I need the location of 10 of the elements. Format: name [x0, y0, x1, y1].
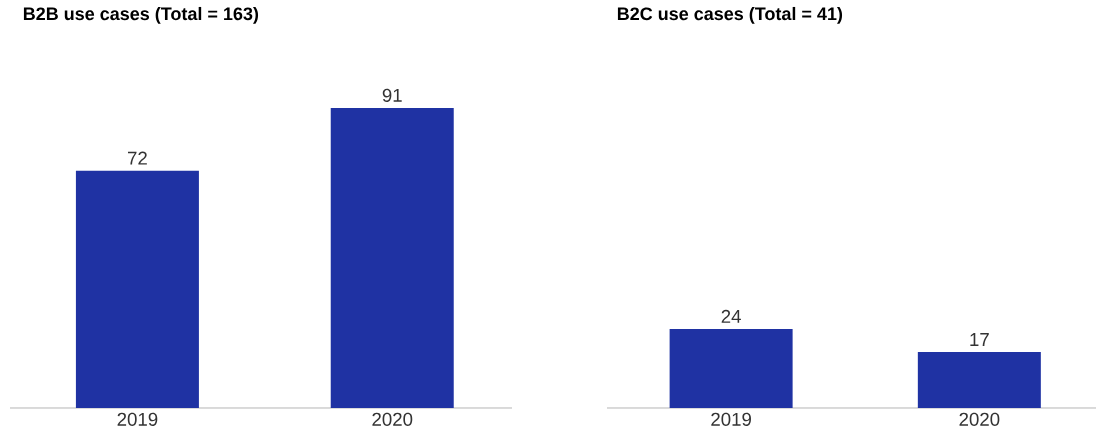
data-label: 72 — [128, 151, 147, 165]
x-tick-label: 2019 — [711, 412, 751, 426]
data-label: 91 — [382, 88, 402, 102]
chart-title: B2B use cases (Total = 163) — [23, 6, 259, 24]
x-tick-label: 2020 — [959, 412, 1000, 426]
x-tick-label: 2019 — [117, 412, 158, 426]
chart-title: B2C use cases (Total = 41) — [617, 6, 843, 24]
data-label: 17 — [970, 333, 989, 346]
data-label: 24 — [721, 309, 741, 323]
x-tick-label: 2020 — [372, 412, 413, 426]
